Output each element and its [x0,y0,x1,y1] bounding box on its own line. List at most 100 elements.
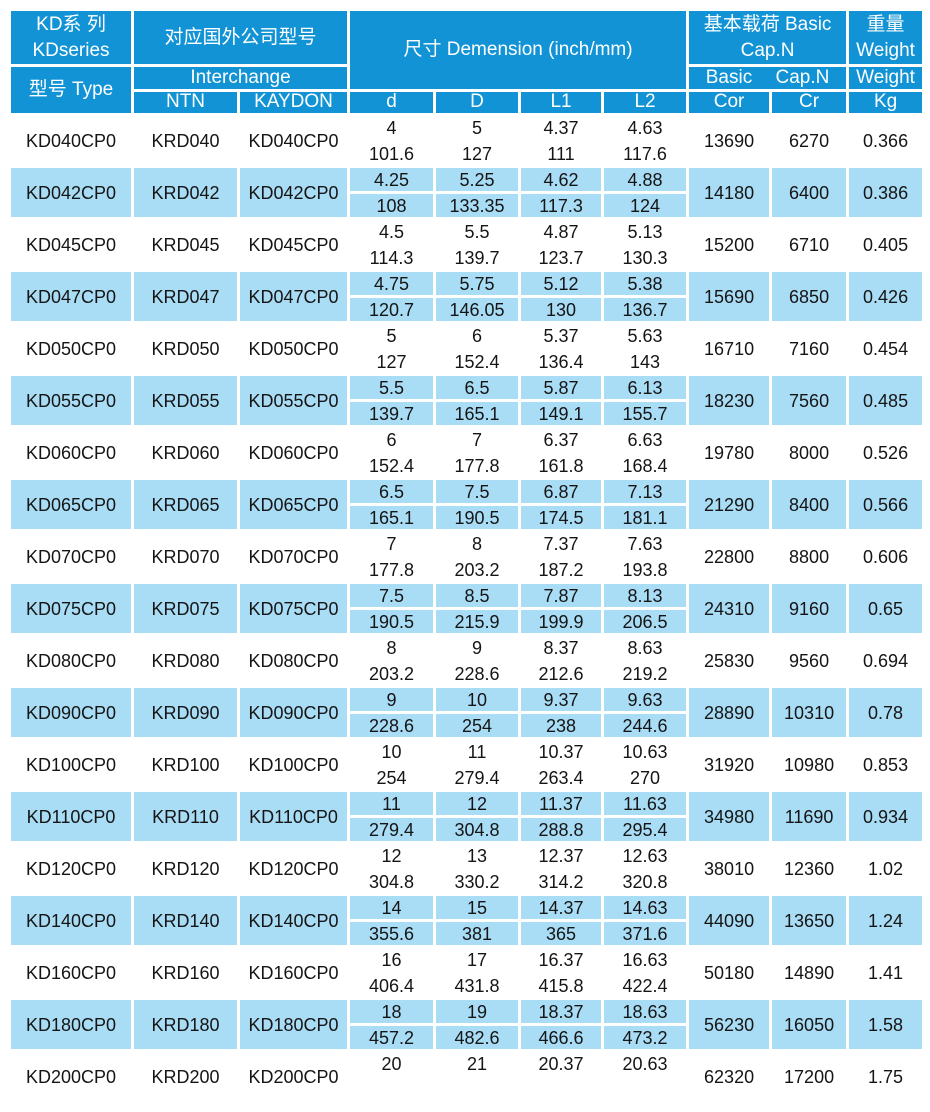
header-basic-capn: Basic Cap.N [686,64,850,92]
cr-cell: 14890 [769,945,850,1000]
l1-inch-cell: 18.37 [518,997,605,1026]
l1-mm-cell: 130 [518,295,605,324]
l1-inch-cell: 9.37 [518,685,605,714]
kaydon-cell: KD160CP0 [236,945,351,1000]
header-row-3: NTN KAYDON d D L1 L2 Cor Cr Kg [10,89,926,116]
l1-inch-cell: 20.37 [518,1049,605,1078]
kg-cell: 0.454 [846,321,926,376]
type-cell: KD140CP0 [8,893,134,948]
cor-cell: 31920 [686,737,773,792]
table-row: KD060CP0 KRD060 KD060CP0 6 7 6.37 6.63 19780 800… [8,425,926,480]
table-row: KD065CP0 KRD065 KD065CP0 6.5 7.5 6.87 7.13 2129… [8,477,926,532]
kg-cell: 0.526 [846,425,926,480]
table-row-mm: 355.6 381 365 371.6 [10,919,924,948]
cor-cell: 28890 [686,685,773,740]
header-kd-series: KD系 列 KDseries [8,8,134,67]
type-cell: KD090CP0 [8,685,134,740]
D-mm-cell: 177.8 [433,451,522,480]
l2-mm-cell: 320.8 [601,867,690,896]
l2-mm-cell: 181.1 [601,503,690,532]
cr-cell: 6270 [769,113,850,168]
d-inch-cell: 9 [347,685,437,714]
l1-inch-cell: 7.87 [518,581,605,610]
ntn-cell: KRD047 [131,269,240,324]
l1-inch-cell: 5.87 [518,373,605,402]
header-type: 型号 Type [8,64,134,116]
d-inch-cell: 7.5 [347,581,437,610]
cor-cell: 15690 [686,269,773,324]
d-mm-cell: 108 [347,191,437,220]
kaydon-cell: KD042CP0 [236,165,351,220]
l2-inch-cell: 11.63 [601,789,690,818]
d-mm-cell: 165.1 [347,503,437,532]
cr-cell: 11690 [769,789,850,844]
kaydon-cell: KD040CP0 [236,113,351,168]
kg-cell: 1.75 [846,1049,926,1104]
type-cell: KD080CP0 [8,633,134,688]
type-cell: KD100CP0 [8,737,134,792]
l2-mm-cell: 155.7 [601,399,690,428]
D-inch-cell: 7 [433,425,522,454]
cor-cell: 14180 [686,165,773,220]
ntn-cell: KRD060 [131,425,240,480]
l2-inch-cell: 6.13 [601,373,690,402]
d-inch-cell: 5.5 [347,373,437,402]
l2-inch-cell: 5.38 [601,269,690,298]
kg-cell: 1.58 [846,997,926,1052]
kaydon-cell: KD045CP0 [236,217,351,272]
d-mm-cell: 190.5 [347,607,437,636]
D-mm-cell: 228.6 [433,659,522,688]
l2-mm-cell: 117.6 [601,139,690,168]
kg-cell: 1.41 [846,945,926,1000]
kaydon-cell: KD070CP0 [236,529,351,584]
l2-inch-cell: 8.63 [601,633,690,662]
l1-inch-cell: 4.37 [518,113,605,142]
D-mm-cell: 381 [433,919,522,948]
type-cell: KD047CP0 [8,269,134,324]
kaydon-cell: KD180CP0 [236,997,351,1052]
D-inch-cell: 13 [433,841,522,870]
ntn-cell: KRD080 [131,633,240,688]
table-row-mm: 279.4 304.8 288.8 295.4 [10,815,924,844]
header-l2: L2 [601,89,690,116]
l1-mm-cell: 123.7 [518,243,605,272]
d-inch-cell: 7 [347,529,437,558]
type-cell: KD045CP0 [8,217,134,272]
table-row-mm: 114.3 139.7 123.7 130.3 [10,243,924,272]
l2-mm-cell: 136.7 [601,295,690,324]
cr-cell: 17200 [769,1049,850,1104]
cor-cell: 24310 [686,581,773,636]
table-row-mm: 108 133.35 117.3 124 [10,191,924,220]
kg-cell: 0.485 [846,373,926,428]
d-mm-cell: 355.6 [347,919,437,948]
l2-inch-cell: 8.13 [601,581,690,610]
type-cell: KD042CP0 [8,165,134,220]
l1-mm-cell: 288.8 [518,815,605,844]
table-row: KD160CP0 KRD160 KD160CP0 16 17 16.37 16.63 5018… [8,945,926,1000]
D-inch-cell: 5.75 [433,269,522,298]
cr-cell: 13650 [769,893,850,948]
d-inch-cell: 14 [347,893,437,922]
ntn-cell: KRD065 [131,477,240,532]
kaydon-cell: KD065CP0 [236,477,351,532]
ntn-cell: KRD050 [131,321,240,376]
d-inch-cell: 5 [347,321,437,350]
cr-cell: 9560 [769,633,850,688]
kg-cell: 0.386 [846,165,926,220]
cr-cell: 8000 [769,425,850,480]
cor-cell: 21290 [686,477,773,532]
table-row: KD120CP0 KRD120 KD120CP0 12 13 12.37 12.63 3801… [8,841,926,896]
D-inch-cell: 17 [433,945,522,974]
table-row: KD050CP0 KRD050 KD050CP0 5 6 5.37 5.63 16710 716… [8,321,926,376]
kg-cell: 0.566 [846,477,926,532]
header-interchange-group: 对应国外公司型号 [130,8,351,67]
table-row: KD055CP0 KRD055 KD055CP0 5.5 6.5 5.87 6.13 1823… [8,373,926,428]
l1-mm-cell: 212.6 [518,659,605,688]
table-row-mm: 101.6 127 111 117.6 [10,139,924,168]
table-row: KD110CP0 KRD110 KD110CP0 11 12 11.37 11.63 3498… [8,789,926,844]
D-mm-cell: 152.4 [433,347,522,376]
table-row: KD180CP0 KRD180 KD180CP0 18 19 18.37 18.63 5623… [8,997,926,1052]
D-inch-cell: 5 [433,113,522,142]
d-inch-cell: 10 [347,737,437,766]
